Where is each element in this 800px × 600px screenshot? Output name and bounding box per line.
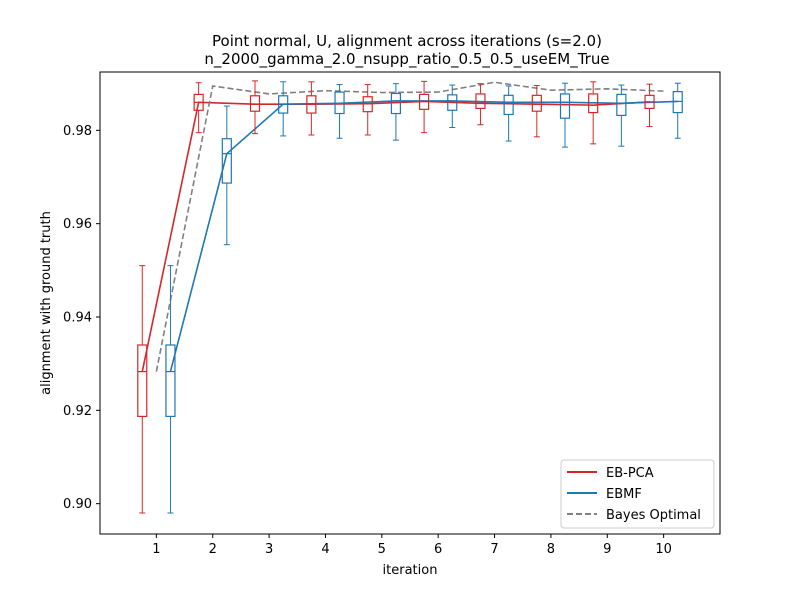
chart-title: Point normal, U, alignment across iterat…	[212, 32, 602, 50]
iqr-box	[390, 92, 402, 115]
ticks-layer: 0.90 0.92 0.94 0.96 0.98 1 2 3 4 5 6 7 8 9 10	[63, 124, 672, 557]
box-eb-pca	[193, 82, 204, 134]
x-tick-label: 6	[434, 542, 442, 557]
chart-subtitle: n_2000_gamma_2.0_nsupp_ratio_0.5_0.5_use…	[204, 50, 609, 69]
box-ebmf	[447, 84, 458, 129]
x-tick-label: 2	[209, 542, 217, 557]
box-eb-pca	[249, 80, 261, 135]
iqr-box	[447, 94, 458, 111]
boxes-layer	[137, 80, 683, 514]
box-eb-pca	[531, 85, 542, 138]
y-axis-label: alignment with ground truth	[39, 211, 54, 395]
x-tick-label: 4	[321, 542, 329, 557]
y-tick-label: 0.98	[63, 124, 92, 139]
iqr-box	[559, 93, 571, 119]
box-ebmf	[503, 85, 514, 142]
x-tick-label: 8	[547, 542, 555, 557]
x-tick-label: 10	[655, 542, 672, 557]
iqr-box	[588, 93, 599, 114]
iqr-box	[221, 138, 232, 184]
x-axis-label: iteration	[383, 563, 438, 578]
box-ebmf	[672, 82, 683, 139]
iqr-box	[165, 344, 176, 418]
iqr-box	[137, 344, 148, 418]
box-eb-pca	[644, 83, 655, 128]
legend-label: EB-PCA	[606, 466, 654, 481]
iqr-box	[531, 94, 542, 112]
box-ebmf	[616, 84, 627, 147]
y-tick-label: 0.94	[63, 311, 92, 326]
y-tick-label: 0.96	[63, 217, 92, 232]
x-tick-label: 9	[603, 542, 611, 557]
series-line-eb-pca	[141, 100, 650, 372]
y-tick-label: 0.90	[63, 497, 92, 512]
legend-frame	[560, 459, 715, 529]
plot-frame	[99, 71, 721, 535]
legend-label: EBMF	[606, 487, 642, 502]
iqr-box	[672, 90, 683, 114]
box-ebmf	[221, 105, 232, 246]
box-ebmf	[278, 81, 289, 137]
iqr-box	[616, 93, 627, 117]
legend-items: EB-PCA EBMF Bayes Optimal	[567, 466, 701, 523]
box-eb-pca	[306, 81, 317, 136]
box-eb-pca	[418, 80, 430, 134]
box-eb-pca	[475, 83, 486, 126]
x-tick-label: 1	[152, 542, 160, 557]
series-line-bayes-optimal	[155, 81, 664, 372]
box-eb-pca	[588, 81, 599, 145]
legend: EB-PCA EBMF Bayes Optimal	[560, 459, 715, 529]
x-tick-label: 3	[265, 542, 273, 557]
y-tick-label: 0.92	[63, 404, 92, 419]
iqr-box	[249, 95, 261, 112]
box-eb-pca	[137, 265, 148, 514]
box-ebmf	[165, 265, 176, 514]
iqr-box	[475, 93, 486, 110]
x-tick-label: 5	[378, 542, 386, 557]
box-ebmf	[390, 83, 402, 141]
legend-label: Bayes Optimal	[606, 508, 701, 523]
box-ebmf	[334, 84, 345, 139]
box-ebmf	[559, 82, 571, 148]
iqr-box	[503, 94, 514, 116]
plot-area	[100, 72, 720, 534]
x-tick-label: 7	[490, 542, 498, 557]
box-eb-pca	[362, 84, 373, 136]
